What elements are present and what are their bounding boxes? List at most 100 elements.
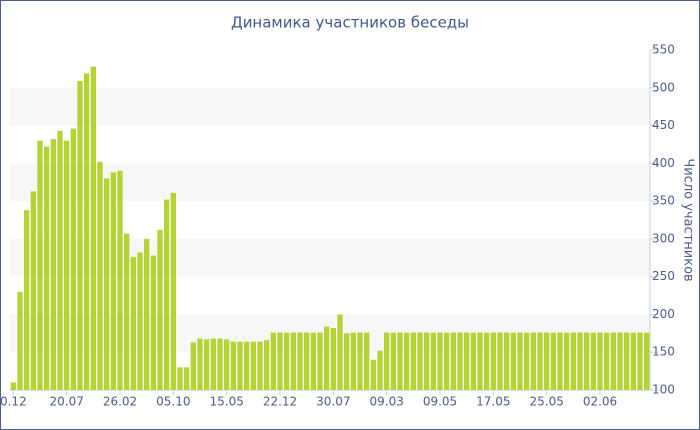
bar bbox=[417, 332, 423, 390]
bar bbox=[117, 170, 123, 390]
bar bbox=[444, 332, 450, 390]
bar bbox=[317, 332, 323, 390]
bar bbox=[490, 332, 496, 390]
x-tick-label: 30.07 bbox=[316, 395, 350, 409]
chart-title: Динамика участников беседы bbox=[231, 14, 469, 32]
bar bbox=[357, 332, 363, 390]
bar bbox=[230, 341, 236, 390]
bar bbox=[430, 332, 436, 390]
bar bbox=[97, 161, 103, 390]
x-tick-label: 09.05 bbox=[423, 395, 457, 409]
bar bbox=[277, 332, 283, 390]
x-tick-label: 17.05 bbox=[476, 395, 510, 409]
bar bbox=[564, 332, 570, 390]
bar bbox=[624, 332, 630, 390]
bar bbox=[330, 328, 336, 390]
x-tick-label: 0.12 bbox=[0, 395, 27, 409]
bar bbox=[77, 80, 83, 390]
bar bbox=[237, 341, 243, 390]
bar bbox=[210, 338, 216, 390]
bar bbox=[177, 367, 183, 390]
bar bbox=[364, 332, 370, 390]
bar bbox=[570, 332, 576, 390]
bar bbox=[437, 332, 443, 390]
bar bbox=[484, 332, 490, 390]
bar bbox=[110, 172, 116, 390]
x-tick-label: 09.03 bbox=[369, 395, 403, 409]
bar bbox=[57, 130, 63, 390]
bar bbox=[524, 332, 530, 390]
x-tick-label: 05.10 bbox=[156, 395, 190, 409]
bar bbox=[637, 332, 643, 390]
y-tick-label: 350 bbox=[652, 194, 675, 208]
bar bbox=[537, 332, 543, 390]
bar bbox=[477, 332, 483, 390]
bar bbox=[304, 332, 310, 390]
bar bbox=[457, 332, 463, 390]
bar bbox=[17, 291, 23, 390]
bar bbox=[404, 332, 410, 390]
bar bbox=[450, 332, 456, 390]
bar bbox=[170, 192, 176, 390]
y-tick-label: 300 bbox=[652, 231, 675, 245]
bar bbox=[577, 332, 583, 390]
bar bbox=[124, 233, 130, 390]
bar bbox=[184, 367, 190, 390]
y-tick-label: 450 bbox=[652, 118, 675, 132]
grid-band bbox=[10, 163, 650, 202]
bar bbox=[310, 332, 316, 390]
bar bbox=[84, 73, 90, 390]
y-tick-label: 250 bbox=[652, 269, 675, 283]
x-tick-label: 15.05 bbox=[209, 395, 243, 409]
bar bbox=[370, 359, 376, 390]
bar bbox=[530, 332, 536, 390]
bar bbox=[390, 332, 396, 390]
bar bbox=[270, 332, 276, 390]
grid-band bbox=[10, 238, 650, 277]
bar bbox=[377, 350, 383, 390]
bar bbox=[90, 66, 96, 390]
bar bbox=[517, 332, 523, 390]
bar bbox=[137, 252, 143, 390]
bar bbox=[244, 341, 250, 390]
y-axis-label: Число участников bbox=[681, 158, 696, 281]
bar bbox=[37, 140, 43, 390]
x-tick-label: 02.06 bbox=[583, 395, 617, 409]
x-tick-label: 26.02 bbox=[103, 395, 137, 409]
bar bbox=[44, 146, 50, 390]
bar bbox=[470, 332, 476, 390]
x-tick-label: 22.12 bbox=[263, 395, 297, 409]
bar bbox=[617, 332, 623, 390]
bar bbox=[590, 332, 596, 390]
bar bbox=[397, 332, 403, 390]
bar bbox=[70, 128, 76, 391]
bar bbox=[337, 314, 343, 390]
bar bbox=[64, 140, 70, 390]
y-tick-label: 500 bbox=[652, 80, 675, 94]
y-tick-label: 150 bbox=[652, 345, 675, 359]
bar bbox=[290, 332, 296, 390]
bar bbox=[324, 326, 330, 390]
bar bbox=[350, 332, 356, 390]
bar bbox=[504, 332, 510, 390]
bar bbox=[30, 191, 36, 390]
bar bbox=[644, 332, 650, 390]
bar bbox=[557, 332, 563, 390]
bar bbox=[157, 229, 163, 390]
bar bbox=[344, 333, 350, 390]
bar bbox=[544, 332, 550, 390]
y-tick-label: 400 bbox=[652, 156, 675, 170]
x-tick-label: 25.05 bbox=[529, 395, 563, 409]
bar bbox=[257, 341, 263, 390]
bar bbox=[284, 332, 290, 390]
bar bbox=[597, 332, 603, 390]
bar bbox=[264, 340, 270, 390]
x-tick-label: 20.07 bbox=[49, 395, 83, 409]
bar bbox=[297, 332, 303, 390]
grid-band bbox=[10, 314, 650, 353]
bar bbox=[464, 332, 470, 390]
y-tick-label: 200 bbox=[652, 307, 675, 321]
bar bbox=[584, 332, 590, 390]
